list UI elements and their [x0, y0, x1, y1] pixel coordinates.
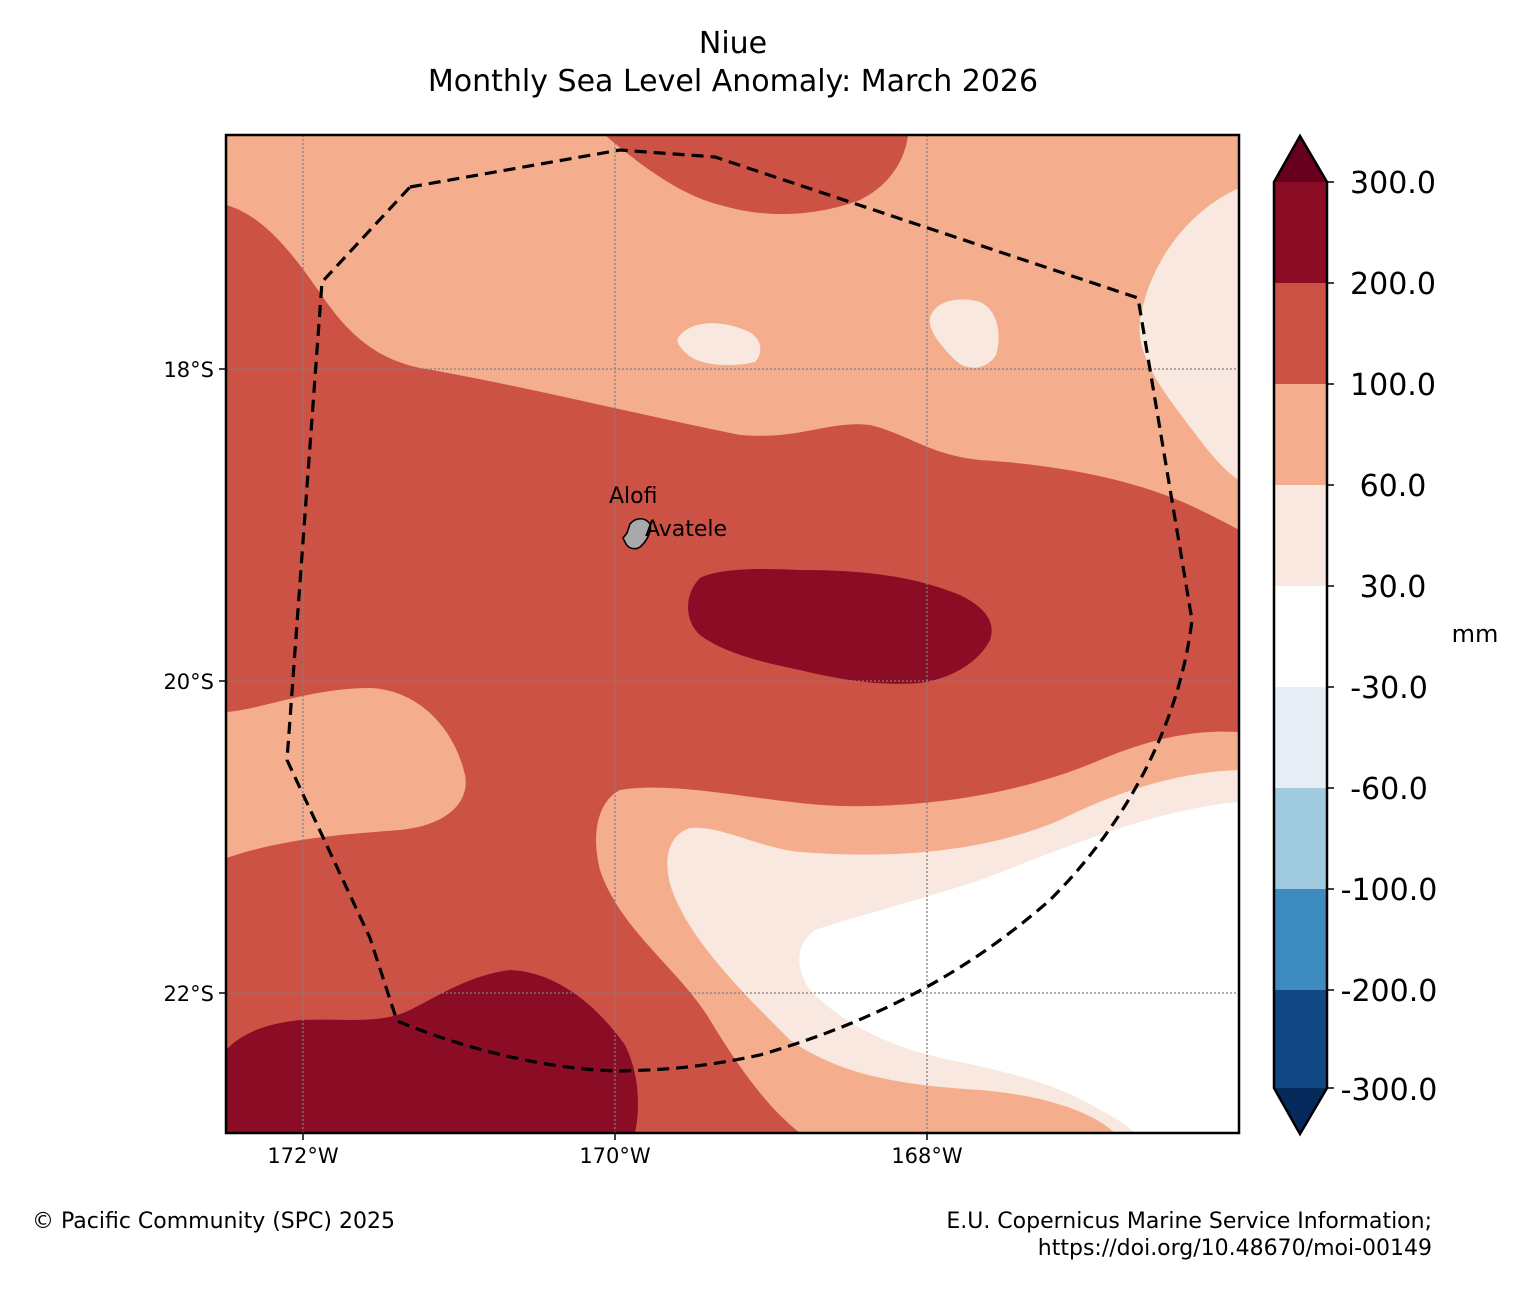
colorbar-band-60-100 [1274, 384, 1327, 485]
colorbar: 300.0 200.0 100.0 60.0 30.0 -30.0 -60.0 … [1272, 133, 1499, 1137]
contour-30-60-blob-2 [929, 299, 999, 368]
colorbar-extend-max [1274, 136, 1327, 182]
map-title: Niue [698, 26, 768, 61]
lon-label-168w: 168°W [891, 1144, 963, 1168]
colorbar-extend-min [1274, 1088, 1327, 1134]
contour-neutral-southeast [799, 802, 1239, 1133]
colorbar-label-m200: -200.0 [1341, 974, 1438, 1009]
contour-30-60-blob-1 [677, 323, 761, 366]
contour-200-300-center [687, 568, 992, 684]
data-source-credit: E.U. Copernicus Marine Service Informati… [946, 1208, 1432, 1262]
place-label-alofi: Alofi [609, 484, 657, 509]
anomaly-contours [226, 135, 1239, 1133]
colorbar-label-m300: -300.0 [1341, 1073, 1438, 1108]
niue-island [622, 517, 652, 550]
lat-label-22s: 22°S [163, 982, 214, 1006]
graticule [226, 135, 1239, 1133]
colorbar-label-100: 100.0 [1350, 368, 1436, 403]
axis-ticks [219, 368, 928, 1140]
lon-label-170w: 170°W [579, 1144, 651, 1168]
copyright-credit: © Pacific Community (SPC) 2025 [32, 1209, 395, 1234]
map-subtitle: Monthly Sea Level Anomaly: March 2026 [427, 64, 1039, 99]
colorbar-band-200-300 [1274, 182, 1327, 283]
colorbar-band-100-200 [1274, 283, 1327, 384]
colorbar-label-30: 30.0 [1360, 570, 1427, 605]
data-source-line-1: E.U. Copernicus Marine Service Informati… [946, 1209, 1432, 1234]
colorbar-band-m300-m200 [1274, 990, 1327, 1088]
colorbar-label-300: 300.0 [1350, 166, 1436, 201]
contour-30-60-east [1139, 188, 1239, 480]
lat-label-18s: 18°S [163, 358, 214, 382]
colorbar-band-m100-m60 [1274, 788, 1327, 889]
lon-label-172w: 172°W [267, 1144, 339, 1168]
colorbar-band-30-60 [1274, 485, 1327, 586]
colorbar-label-m100: -100.0 [1341, 873, 1438, 908]
colorbar-band-m60-m30 [1274, 687, 1327, 788]
colorbar-label-m60: -60.0 [1350, 772, 1428, 807]
colorbar-band-m200-m100 [1274, 889, 1327, 990]
contour-100-200-main [226, 205, 1239, 1133]
place-label-avatele: Avatele [645, 517, 727, 542]
colorbar-unit: mm [1452, 620, 1499, 648]
colorbar-label-200: 200.0 [1350, 267, 1436, 302]
plot-frame [224, 133, 1241, 1135]
eez-boundary [285, 148, 1194, 1073]
colorbar-band-neutral [1274, 586, 1327, 687]
colorbar-label-60: 60.0 [1360, 469, 1427, 504]
lat-label-20s: 20°S [163, 670, 214, 694]
colorbar-label-m30: -30.0 [1350, 671, 1428, 706]
data-source-line-2: https://doi.org/10.48670/moi-00149 [1037, 1236, 1432, 1261]
contour-200-300-southwest [226, 970, 638, 1133]
